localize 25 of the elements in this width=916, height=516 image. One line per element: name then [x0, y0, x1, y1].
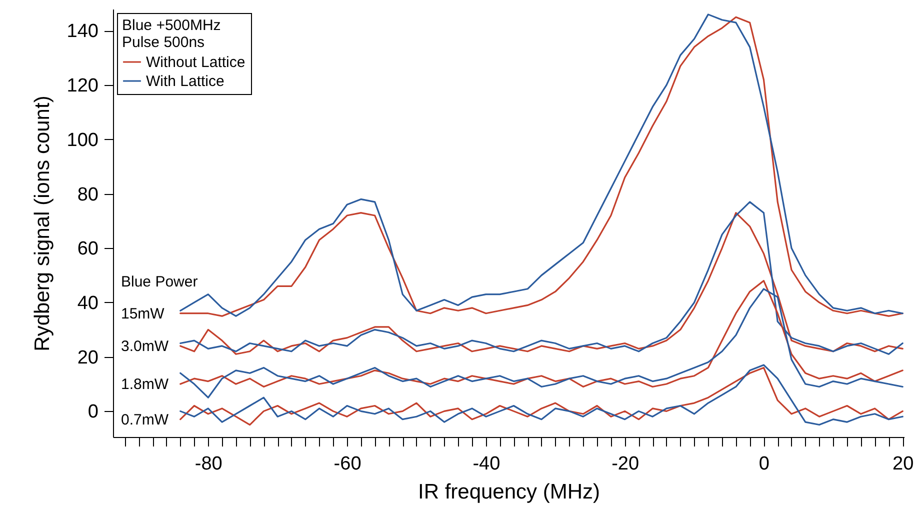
y-tick-label: 120: [66, 76, 98, 97]
y-tick-label: 60: [77, 238, 98, 260]
annotation: Blue +500MHz: [122, 17, 221, 34]
x-axis-title: IR frequency (MHz): [418, 480, 600, 504]
x-tick-label: 20: [892, 454, 914, 474]
annotation: 0.7mW: [121, 411, 170, 428]
y-tick-label: 40: [77, 292, 98, 314]
x-tick-label: -60: [334, 454, 362, 474]
legend-label: Without Lattice: [146, 54, 246, 71]
y-axis-title: Rydberg signal (ions count): [30, 96, 54, 352]
annotation: Blue Power: [121, 273, 198, 290]
x-tick-label: -20: [612, 454, 640, 474]
annotation: 1.8mW: [121, 376, 170, 394]
annotation: 15mW: [121, 305, 166, 322]
x-tick-label: 0: [758, 454, 770, 474]
annotation: 3.0mW: [121, 338, 170, 355]
y-tick-label: 80: [77, 184, 98, 206]
y-tick-label: 0: [88, 402, 98, 423]
x-tick-label: -40: [472, 454, 500, 474]
legend-label: With Lattice: [146, 73, 224, 90]
annotation: Pulse 500ns: [122, 34, 205, 51]
y-tick-label: 140: [66, 21, 98, 42]
y-tick-label: 20: [77, 347, 98, 368]
x-tick-label: -80: [194, 454, 222, 474]
y-tick-label: 100: [66, 130, 98, 151]
